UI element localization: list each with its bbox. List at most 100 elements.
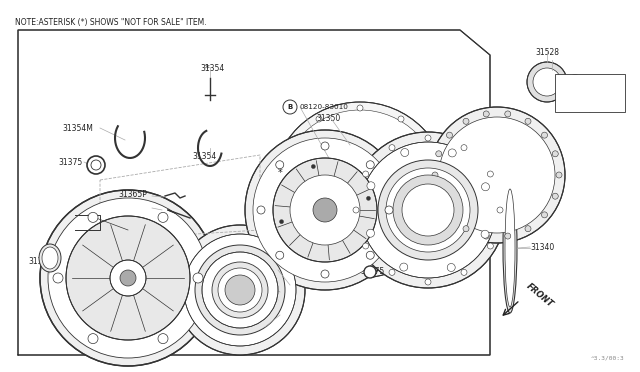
Text: 08120-83010: 08120-83010 bbox=[300, 104, 349, 110]
Text: 31362: 31362 bbox=[432, 189, 456, 199]
Circle shape bbox=[439, 117, 555, 233]
Circle shape bbox=[53, 273, 63, 283]
Polygon shape bbox=[18, 30, 490, 355]
Text: 31340: 31340 bbox=[530, 244, 554, 253]
Circle shape bbox=[311, 164, 316, 169]
Circle shape bbox=[276, 251, 284, 259]
Circle shape bbox=[193, 273, 203, 283]
Circle shape bbox=[378, 160, 478, 260]
Circle shape bbox=[483, 233, 489, 239]
Text: *: * bbox=[205, 64, 210, 74]
Circle shape bbox=[389, 269, 395, 275]
Circle shape bbox=[158, 212, 168, 222]
Circle shape bbox=[350, 132, 506, 288]
Circle shape bbox=[552, 151, 558, 157]
Circle shape bbox=[88, 212, 98, 222]
Circle shape bbox=[88, 334, 98, 344]
Circle shape bbox=[363, 171, 369, 177]
Text: 31361: 31361 bbox=[432, 214, 456, 222]
Circle shape bbox=[447, 212, 452, 218]
Circle shape bbox=[313, 198, 337, 222]
Circle shape bbox=[87, 156, 105, 174]
Circle shape bbox=[527, 62, 567, 102]
Circle shape bbox=[91, 160, 101, 170]
Circle shape bbox=[425, 135, 431, 141]
Circle shape bbox=[401, 148, 409, 157]
Circle shape bbox=[184, 234, 296, 346]
Circle shape bbox=[245, 130, 405, 290]
Circle shape bbox=[568, 80, 582, 94]
Circle shape bbox=[360, 142, 496, 278]
Circle shape bbox=[429, 107, 565, 243]
Text: 31344: 31344 bbox=[28, 257, 52, 266]
Circle shape bbox=[367, 182, 375, 190]
Circle shape bbox=[321, 270, 329, 278]
Circle shape bbox=[481, 230, 489, 238]
Text: 31375: 31375 bbox=[360, 267, 384, 276]
Circle shape bbox=[525, 226, 531, 232]
Circle shape bbox=[425, 279, 431, 285]
Circle shape bbox=[432, 172, 438, 178]
Text: 31354: 31354 bbox=[192, 151, 216, 160]
Circle shape bbox=[363, 243, 369, 249]
Bar bbox=[555, 74, 625, 112]
Text: 31354: 31354 bbox=[200, 64, 224, 73]
Circle shape bbox=[273, 158, 377, 262]
Circle shape bbox=[367, 196, 371, 201]
Circle shape bbox=[461, 145, 467, 151]
Text: 31358: 31358 bbox=[272, 173, 296, 183]
Circle shape bbox=[402, 184, 454, 236]
Text: 31528: 31528 bbox=[535, 48, 559, 57]
Ellipse shape bbox=[503, 183, 517, 313]
Text: 31375: 31375 bbox=[58, 157, 83, 167]
Circle shape bbox=[463, 118, 469, 124]
Circle shape bbox=[283, 100, 297, 114]
Circle shape bbox=[290, 175, 360, 245]
Circle shape bbox=[286, 146, 292, 152]
Circle shape bbox=[218, 268, 262, 312]
Circle shape bbox=[202, 252, 278, 328]
Ellipse shape bbox=[39, 244, 61, 272]
Text: NOTE:ASTERISK (*) SHOWS "NOT FOR SALE" ITEM.: NOTE:ASTERISK (*) SHOWS "NOT FOR SALE" I… bbox=[15, 18, 207, 27]
Text: 31358: 31358 bbox=[263, 267, 287, 276]
Circle shape bbox=[481, 183, 490, 191]
Text: 31366: 31366 bbox=[462, 234, 486, 243]
Circle shape bbox=[195, 245, 285, 335]
Circle shape bbox=[461, 269, 467, 275]
Text: 31354M: 31354M bbox=[62, 124, 93, 132]
Text: *: * bbox=[278, 168, 283, 178]
Circle shape bbox=[66, 216, 190, 340]
Circle shape bbox=[275, 187, 281, 193]
Circle shape bbox=[175, 225, 305, 355]
Circle shape bbox=[541, 212, 547, 218]
Circle shape bbox=[316, 116, 322, 122]
Circle shape bbox=[428, 228, 434, 234]
Circle shape bbox=[366, 161, 374, 169]
Circle shape bbox=[367, 229, 374, 237]
Circle shape bbox=[447, 263, 455, 272]
Circle shape bbox=[280, 219, 284, 224]
Circle shape bbox=[487, 243, 493, 249]
Circle shape bbox=[463, 226, 469, 232]
Text: 31361: 31361 bbox=[432, 202, 456, 211]
Text: SEE SEC.315: SEE SEC.315 bbox=[568, 96, 612, 102]
Circle shape bbox=[436, 151, 442, 157]
Text: ^3.3/00:3: ^3.3/00:3 bbox=[591, 355, 625, 360]
Circle shape bbox=[257, 206, 265, 214]
Circle shape bbox=[364, 266, 376, 278]
Circle shape bbox=[398, 116, 404, 122]
Text: 31362: 31362 bbox=[432, 177, 456, 186]
Circle shape bbox=[225, 275, 255, 305]
Circle shape bbox=[272, 102, 448, 278]
Text: 31356: 31356 bbox=[248, 282, 272, 291]
Circle shape bbox=[552, 193, 558, 199]
Circle shape bbox=[398, 258, 404, 264]
Circle shape bbox=[393, 175, 463, 245]
Text: 31362M: 31362M bbox=[244, 324, 275, 333]
Text: 31366M: 31366M bbox=[248, 294, 279, 302]
Circle shape bbox=[48, 198, 208, 358]
Circle shape bbox=[280, 110, 440, 270]
Circle shape bbox=[389, 145, 395, 151]
Circle shape bbox=[439, 187, 445, 193]
Circle shape bbox=[158, 334, 168, 344]
